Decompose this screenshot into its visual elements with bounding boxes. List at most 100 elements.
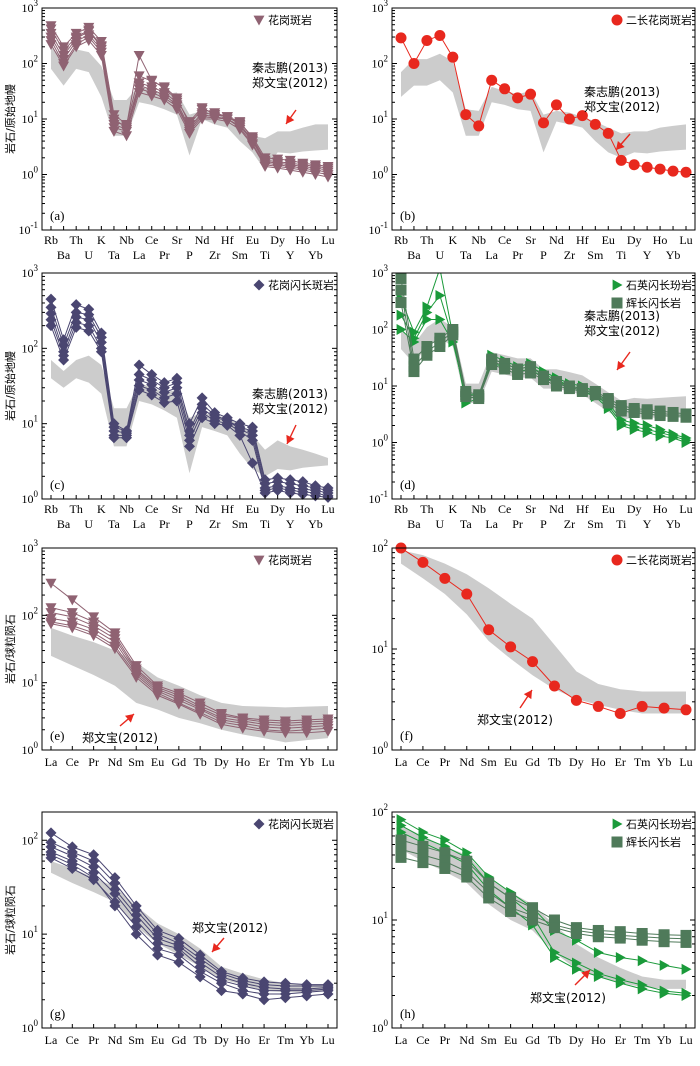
data-point <box>654 410 666 422</box>
legend-label: 花岗闪长斑岩 <box>268 817 334 831</box>
data-point <box>417 849 429 861</box>
x-tick-label: Yb <box>657 755 672 769</box>
x-tick-label: Tb <box>548 1033 561 1047</box>
x-tick-label: Ce <box>498 233 511 247</box>
y-tick-label: 101 <box>22 109 39 126</box>
x-tick-label: Eu <box>602 502 615 516</box>
x-tick-label: Pr <box>440 755 451 769</box>
data-point <box>258 994 270 1006</box>
data-point <box>297 167 309 178</box>
data-point <box>628 406 640 418</box>
data-point <box>512 92 524 104</box>
y-tick-label: 100 <box>22 740 39 757</box>
data-point <box>615 405 627 417</box>
data-point <box>592 931 604 943</box>
data-point <box>209 110 221 121</box>
data-point <box>246 434 258 446</box>
data-point <box>417 840 429 852</box>
x-tick-label: Ho <box>295 502 310 516</box>
data-point <box>505 892 517 904</box>
x-tick-label: Zr <box>564 248 575 262</box>
data-point <box>615 951 626 963</box>
legend-marker <box>611 297 623 309</box>
x-tick-label: Tm <box>277 755 294 769</box>
x-tick-label: Sm <box>587 248 604 262</box>
data-point <box>152 690 164 701</box>
y-axis-title: 岩石/原始地幔 <box>3 351 17 421</box>
x-tick-label: Sr <box>172 502 183 516</box>
data-point <box>45 827 57 839</box>
data-point <box>259 487 271 499</box>
x-tick-label: Th <box>70 502 83 516</box>
data-point <box>592 700 604 712</box>
data-point <box>95 41 107 52</box>
data-point <box>460 391 472 403</box>
x-tick-label: Lu <box>679 502 692 516</box>
data-point <box>215 985 227 997</box>
data-point <box>108 432 120 444</box>
data-point <box>548 922 560 934</box>
data-point <box>130 672 142 683</box>
chart-panel: 100 101 102 103 La Ce Pr Nd Sm Eu Gd Tb Dy Ho Er Tm Yb Lu… <box>3 538 338 769</box>
data-point <box>681 989 692 1001</box>
y-tick-label: 100 <box>372 1018 389 1035</box>
annotation-text: 秦志鹏(2013) <box>584 309 660 323</box>
y-tick-label: 103 <box>372 0 389 15</box>
data-point <box>194 709 206 720</box>
data-point <box>473 393 485 405</box>
data-point <box>435 289 446 301</box>
x-tick-label: Gd <box>525 1033 540 1047</box>
x-tick-label: Yb <box>308 517 323 531</box>
data-point <box>396 309 407 321</box>
data-point <box>680 411 692 423</box>
data-point <box>88 872 100 884</box>
plot-frame <box>41 811 338 1029</box>
x-tick-label: La <box>395 1033 408 1047</box>
data-point <box>395 297 407 309</box>
data-point <box>146 75 158 86</box>
data-point <box>499 363 511 375</box>
data-point <box>121 131 133 142</box>
data-point <box>196 392 208 404</box>
y-tick-label: 103 <box>22 538 39 555</box>
x-tick-label: Y <box>286 517 295 531</box>
x-tick-label: Ta <box>460 517 472 531</box>
data-point <box>576 385 588 397</box>
x-tick-label: Tm <box>277 1033 294 1047</box>
data-point <box>171 95 183 106</box>
reference-band <box>51 861 328 993</box>
x-tick-label: Y <box>643 517 652 531</box>
annotation-text: 郑文宝(2012) <box>252 75 328 90</box>
data-point <box>45 24 57 35</box>
data-point <box>395 284 407 296</box>
data-point <box>258 988 270 1000</box>
chart-panel: 100 101 102 La Ce Pr Nd Sm Eu Gd Tb Dy Ho Er Tm Yb Lu (f)… <box>372 538 696 769</box>
data-point <box>45 307 57 319</box>
x-tick-label: Ce <box>145 502 158 516</box>
annotation-text: 郑文宝(2012) <box>530 990 606 1005</box>
data-point <box>614 707 626 719</box>
data-point <box>171 395 183 407</box>
x-tick-label: La <box>45 755 58 769</box>
x-tick-label: Ba <box>407 248 421 262</box>
data-point <box>593 970 604 982</box>
y-tick-label: 102 <box>372 54 389 71</box>
x-tick-label: Pr <box>512 517 523 531</box>
x-tick-label: Lu <box>321 755 334 769</box>
x-tick-label: Er <box>615 755 626 769</box>
reference-band <box>401 550 686 714</box>
reference-band <box>401 53 686 158</box>
x-tick-label: Rb <box>44 233 58 247</box>
x-tick-label: Sm <box>232 248 249 262</box>
x-tick-label: Ho <box>591 1033 606 1047</box>
data-point <box>421 34 433 46</box>
legend-marker <box>611 836 623 848</box>
annotation-arrowhead <box>124 714 134 723</box>
legend-marker <box>253 279 265 291</box>
x-tick-label: Hf <box>576 502 589 516</box>
annotation-text: 郑文宝(2012) <box>252 401 328 416</box>
y-tick-label: 101 <box>22 924 39 941</box>
x-tick-label: Ba <box>407 517 421 531</box>
data-point <box>614 932 626 944</box>
data-point <box>146 368 158 380</box>
